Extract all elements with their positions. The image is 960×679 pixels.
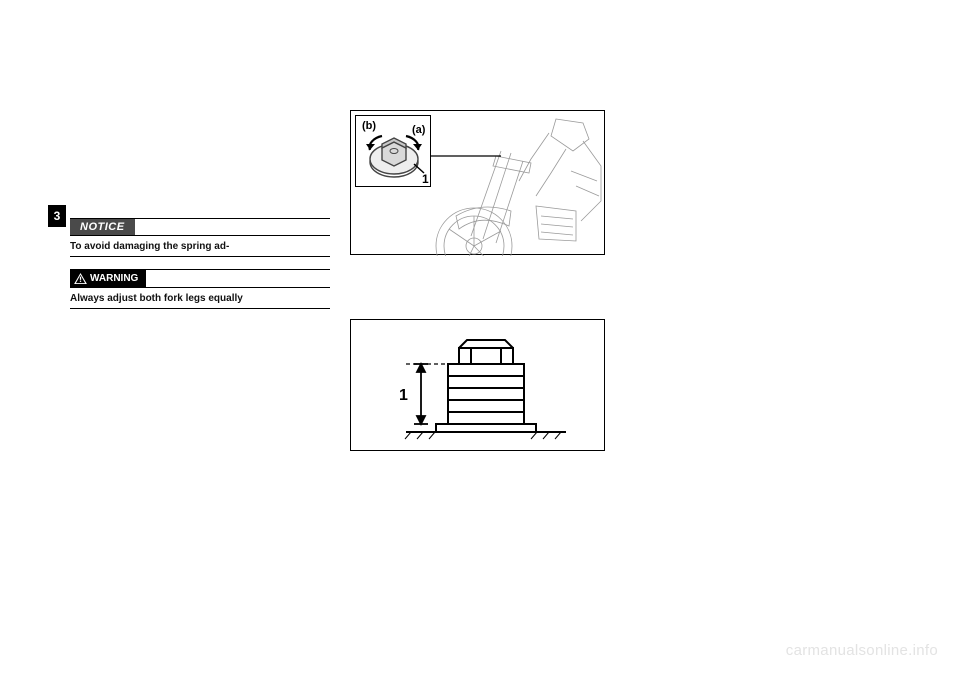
- warning-body-text: Always adjust both fork legs equally: [70, 292, 330, 309]
- fig2-label-1: 1: [399, 387, 408, 404]
- column-1: NOTICE To avoid damaging the spring ad- …: [70, 110, 330, 630]
- figure-inset-adjuster-bolt: (b) (a) 1: [355, 115, 431, 187]
- inset-label-a: (a): [412, 124, 426, 136]
- figure-fork-adjuster: (b) (a) 1: [350, 110, 605, 255]
- notice-body-text: To avoid damaging the spring ad-: [70, 240, 330, 257]
- page-content: NOTICE To avoid damaging the spring ad- …: [70, 110, 890, 630]
- notice-bar: NOTICE: [70, 218, 330, 236]
- notice-label: NOTICE: [70, 219, 135, 235]
- warning-bar: WARNING: [70, 269, 330, 288]
- inset-label-b: (b): [362, 120, 376, 132]
- page-margin-tab: 3: [48, 205, 66, 227]
- inset-label-1: 1: [422, 172, 429, 186]
- warning-label: WARNING: [70, 270, 146, 287]
- column-3: [630, 110, 890, 630]
- warning-label-text: WARNING: [90, 273, 138, 284]
- figure-spring-preload-distance: 1: [350, 319, 605, 451]
- warning-triangle-icon: [74, 273, 87, 284]
- watermark-text: carmanualsonline.info: [786, 642, 938, 659]
- column-2: (b) (a) 1: [350, 110, 610, 630]
